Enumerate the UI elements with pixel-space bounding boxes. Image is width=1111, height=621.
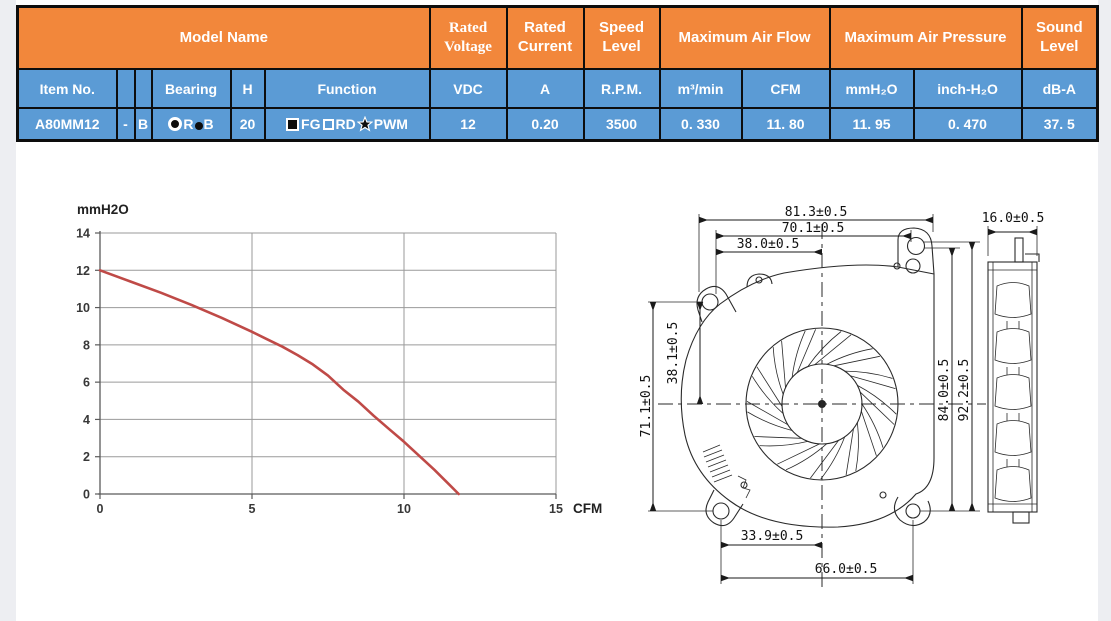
cell-rpm: 3500 [582,107,661,142]
right-edge-strip [1098,0,1111,621]
svg-text:0: 0 [83,488,90,502]
svg-text:12: 12 [76,264,90,278]
x-axis-label: CFM [573,501,602,516]
svg-text:8: 8 [83,338,90,352]
dim-label-left-inner: 38.1±0.5 [666,322,681,385]
svg-text:6: 6 [83,376,90,390]
svg-text:10: 10 [76,301,90,315]
unit-blank-2 [133,68,153,109]
unit-vdc: VDC [428,68,508,109]
cell-current: 0.20 [505,107,585,142]
header-max-air-flow: Maximum Air Flow [658,5,831,70]
svg-text:2: 2 [83,450,90,464]
cell-m3min: 0. 330 [658,107,743,142]
cell-dba: 37. 5 [1020,107,1099,142]
dim-label-bottom-inner: 33.9±0.5 [741,529,804,544]
dim-label-right-inner: 84.0±0.5 [937,359,952,422]
filled-dot-icon [194,122,203,130]
svg-text:5: 5 [249,502,256,516]
svg-text:15: 15 [549,502,563,516]
dim-label-left-outer: 71.1±0.5 [640,375,654,438]
unit-mmh2o: mmH₂O [828,68,915,109]
checkbox-filled-icon [286,118,300,131]
unit-inch-h2o: inch-H₂O [912,68,1023,109]
unit-function: Function [263,68,431,109]
unit-cfm: CFM [740,68,831,109]
y-axis-label: mmH2O [77,202,129,217]
pq-curve-chart: 0 2 4 6 8 10 12 14 0 5 10 15 mmH2O CFM [76,202,602,516]
cell-item-no: A80MM12 [16,107,118,142]
dim-label-top-inner: 38.0±0.5 [737,237,800,252]
cell-inch-h2o: 0. 470 [912,107,1023,142]
fan-side-view-drawing: 16.0±0.5 [982,211,1045,524]
dim-label-bottom-outer: 66.0±0.5 [815,562,878,577]
dim-label-side-thickness: 16.0±0.5 [982,211,1045,226]
side-view-blades [994,282,1032,502]
checkbox-empty-icon [322,119,334,130]
bearing-option-r: R [183,116,194,132]
cell-dash: - [115,107,136,142]
circle-outline-icon [168,117,183,131]
dim-label-top-outer: 81.3±0.5 [785,205,848,220]
function-option-fg: FG [301,116,321,132]
unit-h: H [229,68,266,109]
unit-rpm: R.P.M. [582,68,661,109]
star-icon [356,115,374,132]
hatch-grille [702,444,733,483]
unit-header-row: Item No. Bearing H Function VDC A R.P.M.… [16,68,1099,109]
unit-a: A [505,68,585,109]
unit-dba: dB-A [1020,68,1099,109]
svg-text:4: 4 [83,413,90,427]
cell-h: 20 [229,107,266,142]
unit-item-no: Item No. [16,68,118,109]
unit-bearing: Bearing [150,68,232,109]
bearing-option-b: B [203,116,214,132]
technical-drawing: 81.3±0.5 70.1±0.5 38.0±0.5 71.1±0.5 38.1… [640,205,1045,588]
header-model-name: Model Name [16,5,431,70]
header-max-air-pressure: Maximum Air Pressure [828,5,1023,70]
function-option-rd: RD [335,116,356,132]
cell-code: B [133,107,153,142]
cell-function: FG RD PWM [263,107,431,142]
cell-cfm: 11. 80 [740,107,831,142]
header-rated-current: Rated Current [505,5,585,70]
dim-label-right-outer: 92.2±0.5 [957,359,972,422]
unit-blank-1 [115,68,136,109]
header-speed-level: Speed Level [582,5,661,70]
header-sound-level: Sound Level [1020,5,1099,70]
group-header-row: Model Name Rated Voltage Rated Current S… [16,5,1099,70]
impeller-blades [746,329,897,480]
spec-table: Model Name Rated Voltage Rated Current S… [16,5,1100,142]
svg-text:0: 0 [97,502,104,516]
front-view-dimensions: 81.3±0.5 70.1±0.5 38.0±0.5 71.1±0.5 38.1… [640,205,980,584]
dim-label-top-mid: 70.1±0.5 [782,221,845,236]
left-edge-strip [0,0,16,621]
svg-text:14: 14 [76,227,90,241]
header-rated-voltage: Rated Voltage [428,5,508,70]
cell-mmh2o: 11. 95 [828,107,915,142]
cell-vdc: 12 [428,107,508,142]
svg-text:10: 10 [397,502,411,516]
function-option-pwm: PWM [373,116,408,132]
unit-m3min: m³/min [658,68,743,109]
